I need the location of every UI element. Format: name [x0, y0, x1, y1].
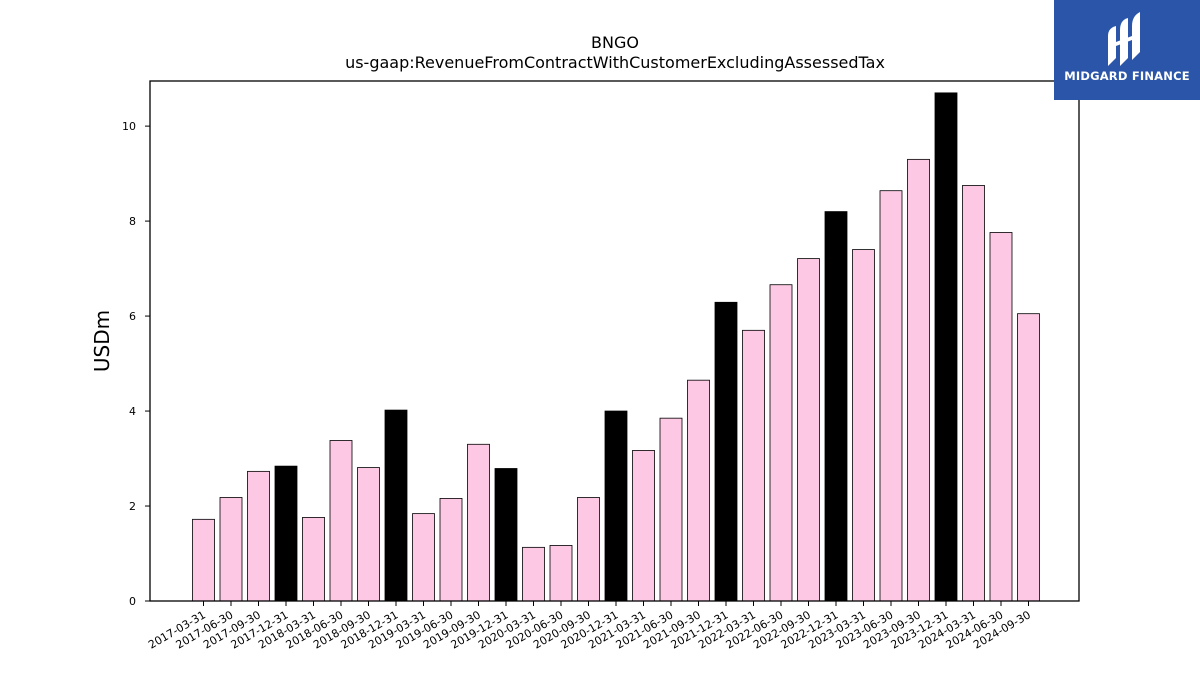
bar-2023-06-30	[879, 190, 903, 602]
bar-2017-03-31	[192, 518, 215, 602]
bar-2018-12-31	[384, 409, 408, 602]
bar-2019-09-30	[467, 443, 490, 602]
chart-subtitle: us-gaap:RevenueFromContractWithCustomerE…	[345, 53, 885, 72]
bar-2020-09-30	[577, 497, 600, 602]
bar-2019-03-31	[412, 513, 435, 602]
bar-2021-06-30	[659, 417, 683, 602]
bar-2021-12-31	[714, 301, 738, 602]
y-tick-label: 10	[122, 120, 136, 133]
bar-2019-12-31	[494, 468, 518, 602]
bar-2018-09-30	[357, 467, 380, 602]
bar-2023-12-31	[934, 92, 958, 602]
bar-2024-06-30	[989, 232, 1013, 602]
bar-2020-03-31	[522, 546, 545, 602]
bar-2022-09-30	[797, 258, 820, 602]
bar-2021-03-31	[632, 450, 655, 602]
bar-2017-12-31	[274, 465, 298, 602]
y-tick-label: 4	[129, 405, 136, 418]
midgard-logo-icon	[1108, 12, 1140, 66]
chart-title: BNGO	[591, 33, 639, 52]
bar-2022-06-30	[769, 284, 793, 602]
y-tick-label: 0	[129, 595, 136, 608]
bar-2023-03-31	[852, 249, 875, 602]
bar-2021-09-30	[687, 379, 710, 602]
brand-logo: MIDGARD FINANCE	[1054, 0, 1200, 100]
y-tick-label: 6	[129, 310, 136, 323]
bar-2020-12-31	[604, 410, 628, 602]
logo-text: MIDGARD FINANCE	[1064, 69, 1190, 83]
bar-2024-09-30	[1017, 313, 1040, 602]
y-tick-label: 8	[129, 215, 136, 228]
x-ticks-group: 2017-03-312017-06-302017-09-302017-12-31…	[146, 601, 1033, 652]
bar-2023-09-30	[907, 158, 930, 602]
y-tick-label: 2	[129, 500, 136, 513]
bar-2022-03-31	[742, 329, 765, 602]
bar-2022-12-31	[824, 211, 848, 602]
bar-2017-09-30	[247, 470, 270, 602]
bar-2017-06-30	[219, 497, 243, 602]
bar-2019-06-30	[439, 498, 463, 602]
bar-2018-06-30	[329, 440, 353, 602]
bars-group	[192, 92, 1040, 602]
bar-2018-03-31	[302, 517, 325, 602]
bar-2020-06-30	[549, 545, 573, 602]
plot-frame	[149, 80, 1080, 602]
y-axis-label: USDm	[90, 310, 114, 372]
bar-2024-03-31	[962, 185, 985, 602]
y-ticks-group: 0 2 4 6 8 10	[122, 120, 150, 608]
